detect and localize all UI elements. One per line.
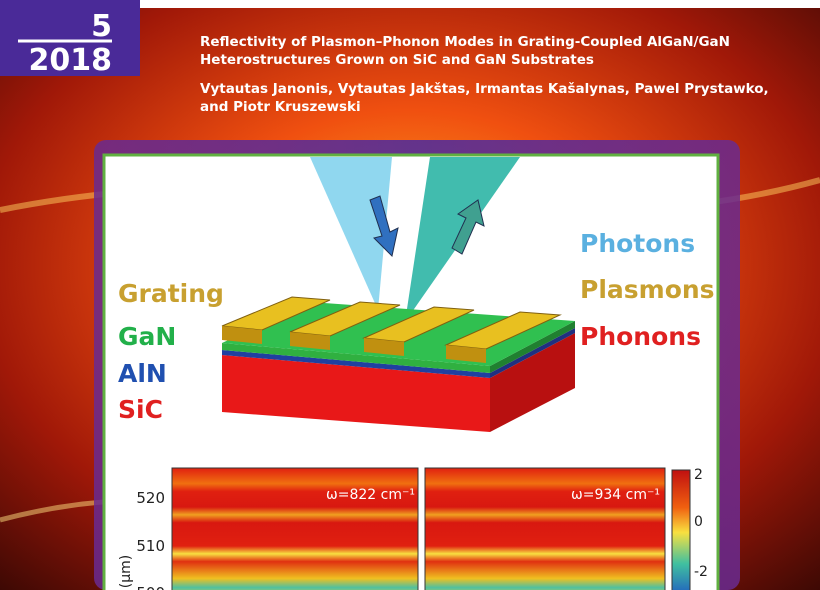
y-tick-label: 520 [136, 489, 165, 507]
field-map [424, 467, 666, 590]
arrow-out [451, 199, 485, 255]
title-line: Reflectivity of Plasmon–Phonon Modes in … [200, 34, 730, 50]
grating-bar [364, 338, 404, 356]
colorbar-tick: 0 [694, 514, 703, 530]
author-line: and Piotr Kruszewski [200, 99, 361, 115]
grating-bar [446, 345, 486, 363]
panel-label: ω=822 cm⁻¹ [326, 487, 415, 503]
grating-bar [444, 311, 562, 350]
colorbar [671, 469, 691, 590]
layer-label: Grating [118, 279, 224, 308]
y-tick-label: 500 [136, 584, 165, 590]
colorbar-tick: 2 [694, 467, 703, 483]
grating-bar [222, 326, 262, 344]
layer-label: SiC [118, 395, 163, 424]
issue-box [0, 0, 140, 76]
gan-side [490, 321, 575, 373]
aln-front [222, 350, 490, 378]
grating-bar [289, 301, 401, 337]
title-line: Heterostructures Grown on SiC and GaN Su… [200, 52, 594, 68]
grating-bar [290, 332, 330, 350]
top-strip [140, 0, 820, 8]
y-axis-label: z (μm) [118, 555, 134, 590]
sic-side [490, 333, 575, 432]
y-tick-label: 510 [136, 537, 165, 555]
aln-side [490, 328, 575, 378]
gan-front [222, 343, 490, 373]
author-line: Vytautas Janonis, Vytautas Jakštas, Irma… [200, 81, 769, 97]
mode-label: Photons [580, 229, 695, 258]
incident-beam [310, 157, 392, 310]
grating-bar [362, 306, 475, 343]
issue-number: 5 [91, 9, 112, 44]
layer-label: AlN [118, 359, 167, 388]
issue-year: 2018 [29, 43, 113, 78]
layer-label: GaN [118, 322, 176, 351]
mode-label: Phonons [580, 322, 701, 351]
colorbar-tick: -2 [694, 564, 708, 580]
arrow-in [369, 195, 399, 258]
mode-label: Plasmons [580, 275, 715, 304]
field-map [171, 467, 419, 590]
grating-bar [221, 296, 331, 331]
grating-bars [221, 296, 562, 363]
panel-label: ω=934 cm⁻¹ [571, 487, 660, 503]
sic-front [222, 355, 490, 432]
